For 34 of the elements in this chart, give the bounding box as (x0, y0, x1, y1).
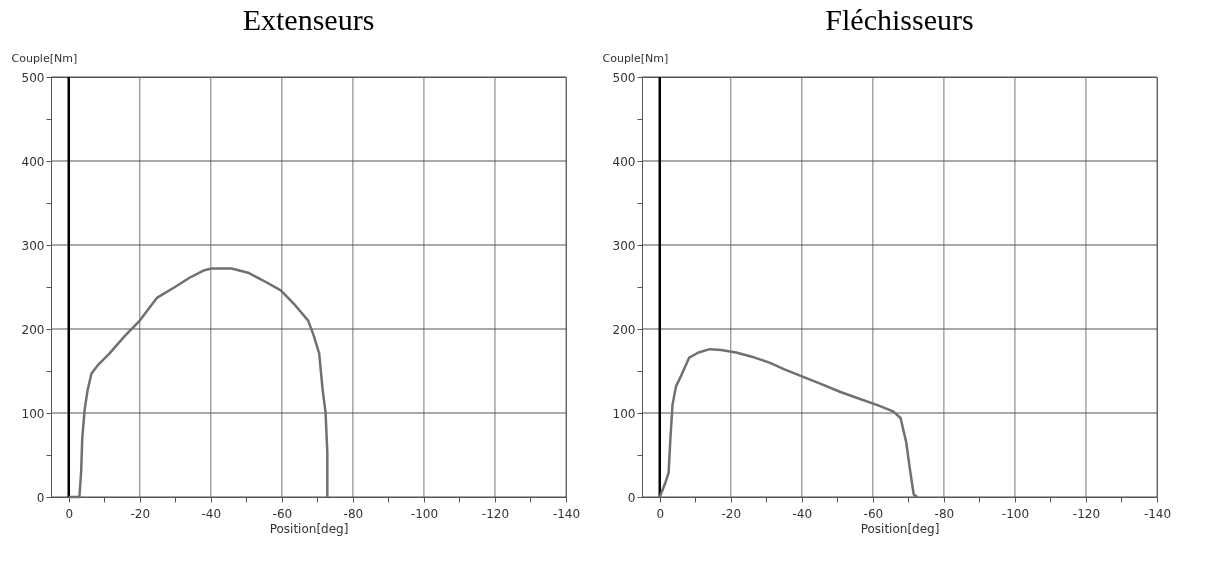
y-tick-label: 400 (21, 154, 45, 169)
x-tick-label: -100 (1001, 506, 1030, 521)
y-axis-title: Couple[Nm] (11, 51, 78, 65)
x-tick-label: 0 (65, 506, 74, 521)
x-tick-label: 0 (656, 506, 665, 521)
x-tick-label: -120 (481, 506, 510, 521)
y-tick-label: 400 (612, 154, 636, 169)
x-tick-label: -100 (410, 506, 439, 521)
y-tick-label: 0 (36, 490, 45, 505)
x-tick-label: -20 (130, 506, 151, 521)
x-tick-label: -140 (552, 506, 581, 521)
chart-title: Fléchisseurs (825, 3, 974, 36)
y-tick-label: 0 (627, 490, 636, 505)
x-axis-title: Position[deg] (269, 521, 349, 536)
chart-title: Extenseurs (242, 3, 375, 36)
y-tick-label: 200 (21, 322, 45, 337)
y-tick-label: 100 (612, 406, 636, 421)
y-tick-label: 100 (21, 406, 45, 421)
x-tick-label: -60 (863, 506, 884, 521)
x-axis-title: Position[deg] (860, 521, 940, 536)
x-tick-label: -80 (934, 506, 955, 521)
y-tick-label: 300 (612, 238, 636, 253)
y-axis-title: Couple[Nm] (602, 51, 669, 65)
x-tick-label: -20 (721, 506, 742, 521)
x-tick-label: -140 (1143, 506, 1172, 521)
x-tick-label: -120 (1072, 506, 1101, 521)
x-tick-label: -40 (792, 506, 813, 521)
x-tick-label: -40 (201, 506, 222, 521)
y-tick-label: 500 (612, 70, 636, 85)
x-tick-label: -80 (343, 506, 364, 521)
y-tick-label: 300 (21, 238, 45, 253)
x-tick-label: -60 (272, 506, 293, 521)
y-tick-label: 200 (612, 322, 636, 337)
y-tick-label: 500 (21, 70, 45, 85)
